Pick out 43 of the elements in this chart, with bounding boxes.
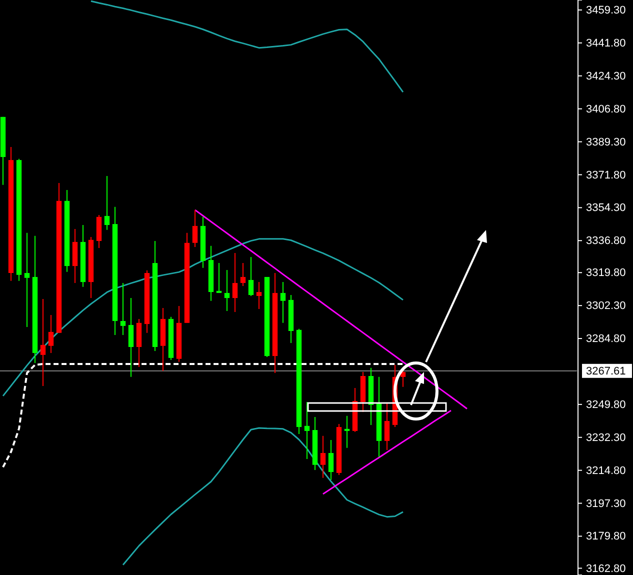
y-tick-label: 3249.80 bbox=[586, 398, 626, 411]
candlestick bbox=[40, 298, 46, 386]
candlestick bbox=[48, 314, 54, 354]
candlestick bbox=[384, 402, 390, 450]
y-tick-label: 3197.30 bbox=[586, 498, 626, 510]
y-tick-label: 3389.30 bbox=[586, 136, 626, 148]
line-series bbox=[2, 362, 404, 468]
y-tick-label: 3354.30 bbox=[586, 202, 626, 214]
y-tick-label: 3179.80 bbox=[586, 530, 626, 543]
y-tick-label: 3214.80 bbox=[586, 464, 626, 477]
candlestick bbox=[280, 282, 286, 324]
candlestick bbox=[232, 252, 238, 312]
candlestick bbox=[256, 282, 262, 310]
y-tick-label: 3424.30 bbox=[586, 70, 626, 82]
y-tick-label: 3232.30 bbox=[586, 432, 626, 444]
y-tick-label: 3406.80 bbox=[586, 103, 626, 116]
line-series bbox=[122, 427, 404, 566]
candlestick bbox=[344, 415, 350, 448]
candlestick bbox=[120, 282, 126, 336]
y-tick-label: 3302.30 bbox=[586, 300, 626, 312]
candlestick bbox=[216, 262, 222, 294]
y-tick-label: 3371.80 bbox=[586, 169, 626, 182]
y-tick-label: 3319.80 bbox=[586, 267, 626, 280]
candlestick bbox=[224, 269, 230, 312]
ref-line-label: 3267.61 bbox=[586, 366, 626, 378]
y-tick-label: 3459.30 bbox=[586, 4, 626, 16]
y-tick-label: 3441.80 bbox=[586, 37, 626, 50]
line-series bbox=[322, 410, 452, 495]
candlestick bbox=[104, 176, 110, 230]
candlestick bbox=[240, 262, 246, 286]
y-tick-label: 3284.80 bbox=[586, 333, 626, 346]
candlestick bbox=[24, 232, 30, 328]
candlestick bbox=[248, 256, 254, 296]
candlestick bbox=[328, 440, 334, 480]
line-series bbox=[90, 0, 404, 93]
y-tick-label: 3336.80 bbox=[586, 235, 626, 248]
candlestick bbox=[304, 401, 310, 460]
candlestick bbox=[128, 298, 134, 378]
candlestick bbox=[192, 209, 198, 248]
line-series bbox=[194, 209, 468, 410]
line-series bbox=[2, 238, 404, 397]
y-tick-label: 3162.80 bbox=[586, 562, 626, 575]
candlestick bbox=[320, 435, 326, 478]
